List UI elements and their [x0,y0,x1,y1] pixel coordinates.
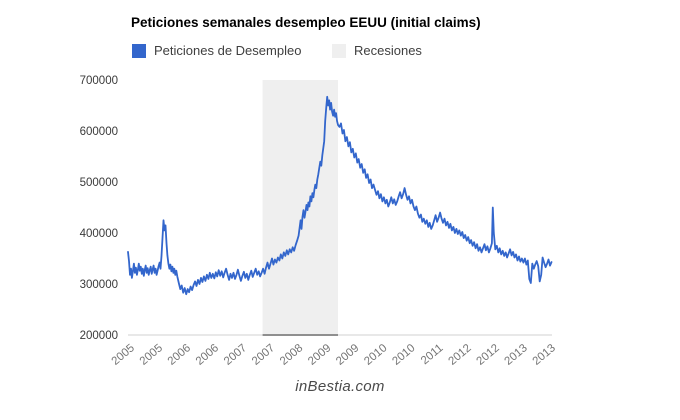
y-tick-label: 200000 [80,330,118,342]
y-tick-label: 600000 [80,126,118,138]
x-tick-label: 2009 [306,342,333,368]
claims-legend-label: Peticiones de Desempleo [154,43,302,58]
x-tick-label: 2013 [531,342,558,368]
y-tick-label: 700000 [80,75,118,87]
recessions-swatch-icon [332,43,346,58]
x-tick-label: 2008 [278,342,305,368]
x-tick-label: 2010 [362,342,389,368]
x-tick-label: 2007 [250,342,277,368]
recessions-legend-label: Recesiones [354,43,422,58]
x-tick-label: 2012 [446,342,473,368]
chart-title: Peticiones semanales desempleo EEUU (ini… [131,15,481,30]
legend-item-claims: Peticiones de Desempleo [132,43,301,58]
claims-swatch-icon [132,43,146,58]
recession-band [262,80,338,335]
x-tick-label: 2006 [194,342,221,368]
x-tick-label: 2007 [222,342,249,368]
legend-item-recessions: Recesiones [332,43,422,58]
y-tick-label: 300000 [80,279,118,291]
y-tick-label: 400000 [80,228,118,240]
watermark: inBestia.com [295,378,385,395]
x-tick-label: 2013 [503,342,530,368]
x-tick-label: 2010 [390,342,417,368]
x-tick-label: 2011 [419,342,446,367]
x-tick-label: 2006 [166,342,193,368]
y-tick-label: 500000 [80,177,118,189]
x-tick-label: 2005 [110,342,137,368]
claims-line-series [127,95,553,296]
x-tick-label: 2012 [475,342,502,368]
x-tick-label: 2005 [138,342,165,368]
legend: Peticiones de Desempleo Recesiones [0,43,680,59]
x-tick-label: 2009 [334,342,361,368]
